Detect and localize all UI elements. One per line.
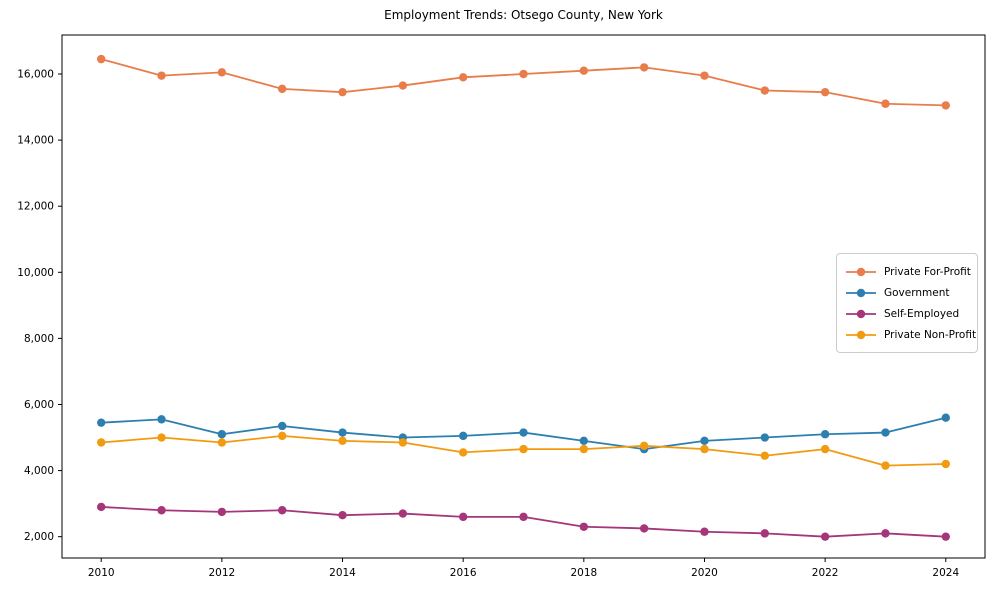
data-point-government-2022: [820, 430, 830, 439]
legend-marker-icon: [856, 309, 866, 318]
legend-label-private-non-profit: Private Non-Profit: [884, 328, 977, 341]
legend-item-government: Government: [846, 282, 969, 303]
data-point-private-for-profit-2010: [97, 54, 106, 64]
data-point-government-2023: [881, 428, 890, 437]
data-point-private-non-profit-2020: [700, 444, 709, 454]
data-point-private-non-profit-2014: [338, 436, 347, 446]
data-point-private-for-profit-2016: [458, 73, 468, 82]
x-tick-label: 2010: [88, 567, 115, 579]
y-tick-label: 10,000: [17, 267, 54, 279]
data-point-government-2016: [458, 431, 468, 441]
legend-label-private-for-profit: Private For-Profit: [884, 265, 971, 278]
data-point-self-employed-2012: [217, 507, 227, 517]
data-point-private-for-profit-2013: [277, 84, 287, 94]
data-point-self-employed-2017: [519, 512, 528, 522]
data-point-self-employed-2019: [639, 524, 649, 533]
data-point-self-employed-2011: [157, 506, 166, 515]
x-tick-label: 2012: [208, 567, 235, 579]
data-point-self-employed-2020: [700, 527, 709, 536]
data-point-private-non-profit-2018: [579, 444, 589, 454]
chart-title: Employment Trends: Otsego County, New Yo…: [384, 8, 663, 22]
data-point-self-employed-2016: [458, 512, 468, 522]
y-tick-label: 8,000: [24, 333, 54, 345]
data-point-private-for-profit-2011: [157, 71, 166, 80]
legend-marker-icon: [856, 288, 866, 297]
y-tick-label: 6,000: [24, 399, 54, 411]
data-point-government-2021: [760, 433, 770, 442]
legend-swatch-private-for-profit: [846, 267, 876, 276]
data-point-self-employed-2014: [338, 511, 347, 520]
data-point-private-non-profit-2015: [398, 438, 408, 447]
data-point-private-for-profit-2024: [941, 101, 950, 110]
legend-label-self-employed: Self-Employed: [884, 307, 960, 320]
data-point-self-employed-2013: [277, 506, 287, 515]
data-point-government-2020: [700, 436, 709, 446]
data-point-private-for-profit-2021: [760, 86, 770, 95]
data-point-private-for-profit-2019: [639, 63, 649, 72]
y-tick-label: 16,000: [17, 68, 54, 80]
data-point-private-non-profit-2012: [217, 438, 227, 447]
data-point-private-non-profit-2011: [157, 433, 166, 442]
y-tick-label: 14,000: [17, 135, 54, 147]
legend-swatch-private-non-profit: [846, 330, 876, 339]
x-tick-label: 2016: [450, 567, 477, 579]
legend-swatch-government: [846, 288, 876, 297]
data-point-private-non-profit-2024: [941, 459, 950, 469]
data-point-self-employed-2015: [398, 509, 408, 518]
data-point-private-non-profit-2023: [881, 461, 890, 470]
legend-marker-icon: [856, 330, 866, 339]
legend-swatch-self-employed: [846, 309, 876, 318]
data-point-self-employed-2010: [97, 502, 106, 512]
data-point-self-employed-2021: [760, 529, 770, 538]
data-point-government-2018: [579, 436, 589, 446]
data-point-private-for-profit-2012: [217, 68, 227, 77]
data-point-private-non-profit-2010: [97, 438, 106, 447]
data-point-private-for-profit-2015: [398, 81, 408, 90]
legend-item-self-employed: Self-Employed: [846, 303, 969, 324]
data-point-self-employed-2023: [881, 529, 890, 538]
x-tick-label: 2018: [570, 567, 597, 579]
data-point-government-2012: [217, 430, 227, 439]
data-point-government-2024: [941, 413, 950, 422]
data-point-private-non-profit-2016: [458, 448, 468, 457]
data-point-private-for-profit-2020: [700, 71, 709, 80]
data-point-self-employed-2018: [579, 522, 589, 531]
data-point-government-2014: [338, 428, 347, 437]
legend-item-private-for-profit: Private For-Profit: [846, 261, 971, 282]
data-point-private-for-profit-2018: [579, 66, 589, 75]
x-tick-label: 2024: [932, 567, 959, 579]
legend-marker-icon: [856, 267, 866, 276]
series-line-self-employed: [101, 506, 946, 538]
data-point-self-employed-2024: [941, 532, 950, 541]
y-tick-label: 2,000: [24, 531, 54, 543]
data-point-private-non-profit-2019: [639, 441, 649, 450]
data-point-government-2017: [519, 428, 528, 437]
data-point-private-for-profit-2022: [820, 87, 830, 97]
data-point-government-2010: [97, 418, 106, 427]
data-point-private-non-profit-2022: [820, 444, 830, 454]
data-point-private-for-profit-2014: [338, 87, 347, 97]
x-tick-label: 2020: [691, 567, 718, 579]
data-point-private-non-profit-2021: [760, 451, 770, 460]
x-tick-label: 2014: [329, 567, 356, 579]
data-point-self-employed-2022: [820, 532, 830, 541]
y-tick-label: 12,000: [17, 201, 54, 213]
data-point-private-non-profit-2013: [277, 431, 287, 441]
series-line-private-for-profit: [100, 58, 946, 107]
legend-label-government: Government: [884, 286, 950, 299]
data-point-private-for-profit-2017: [519, 69, 528, 79]
data-point-private-non-profit-2017: [519, 444, 528, 454]
y-tick-label: 4,000: [24, 465, 54, 477]
data-point-private-for-profit-2023: [881, 99, 890, 108]
data-point-government-2013: [277, 421, 287, 431]
x-tick-label: 2022: [812, 567, 839, 579]
data-point-government-2011: [157, 415, 166, 424]
axes-frame: [61, 34, 986, 559]
legend: Private For-Profit Government Self-Employe…: [836, 253, 978, 353]
legend-item-private-non-profit: Private Non-Profit: [846, 324, 976, 345]
